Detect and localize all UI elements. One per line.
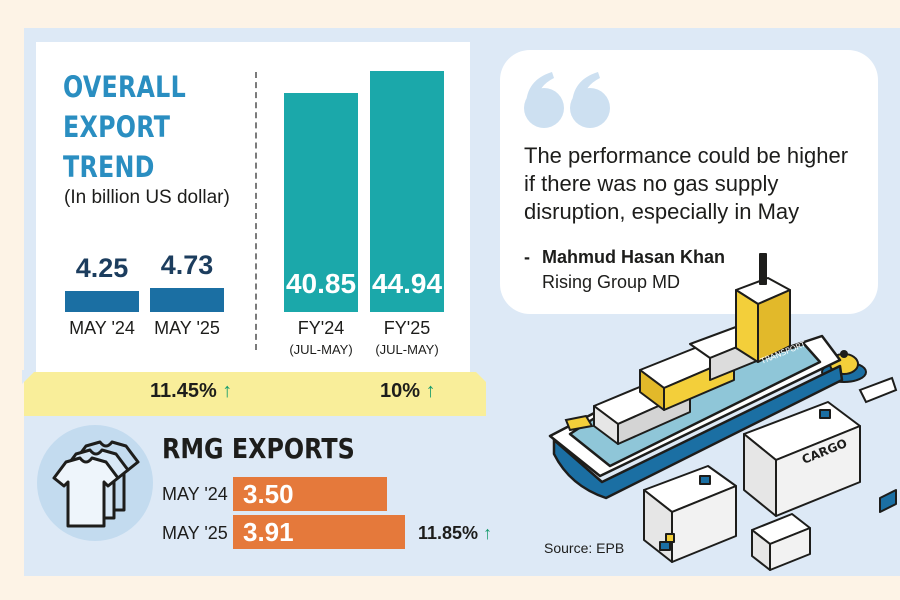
rmg-label-may-25: MAY '25 [162, 523, 228, 543]
rmg-label-may-24: MAY '24 [162, 484, 228, 504]
rmg-growth: 11.85% ↑ [418, 523, 492, 544]
value-fy-25: 44.94 [371, 268, 443, 299]
title-line-2: EXPORT [63, 110, 171, 144]
rmg-title: RMG EXPORTS [162, 432, 355, 465]
rmg-value-may-24: 3.50 [243, 479, 294, 509]
bar-may-24 [65, 290, 139, 312]
arrow-up-icon: ↑ [222, 380, 233, 402]
rmg-bar-may-24 [233, 477, 387, 511]
sublabel-fy-25: (JUL-MAY) [375, 342, 439, 357]
quote-dash: - [524, 247, 530, 267]
category-fy-25: FY'25 [383, 318, 431, 338]
bar-fy-24 [284, 93, 358, 312]
unit-label: (In billion US dollar) [64, 187, 230, 208]
rmg-bar-may-25 [233, 515, 406, 549]
strip-notch-left [22, 370, 36, 384]
quote-role: Rising Group MD [542, 272, 681, 292]
category-may-24: MAY '24 [69, 318, 135, 338]
monthly-growth: 11.45% ↑ [150, 380, 232, 403]
source-note: Source: EPB [544, 540, 625, 556]
fiscal-growth-value: 10% [380, 380, 421, 402]
quote-text: The performance could be higher if there… [524, 143, 849, 224]
growth-strip [24, 372, 486, 416]
strip-notch-right [474, 370, 488, 384]
category-may-25: MAY '25 [154, 318, 220, 338]
fiscal-growth: 10% ↑ [380, 380, 436, 403]
value-may-25: 4.73 [160, 250, 214, 281]
sublabel-fy-24: (JUL-MAY) [289, 342, 353, 357]
chart-divider [255, 72, 257, 350]
monthly-growth-value: 11.45% [150, 380, 217, 402]
quote-card [500, 50, 878, 314]
category-fy-24: FY'24 [297, 318, 345, 338]
quote-mark-icon [524, 72, 610, 128]
rmg-growth-value: 11.85% [418, 523, 479, 543]
bar-fy-25 [370, 71, 444, 312]
arrow-up-icon: ↑ [425, 380, 436, 402]
tshirt-icon [52, 440, 140, 528]
value-fy-24: 40.85 [285, 268, 357, 299]
value-may-24: 4.25 [75, 252, 129, 283]
arrow-up-icon: ↑ [483, 523, 493, 543]
quote-author: Mahmud Hasan Khan [542, 247, 726, 267]
title-line-1: OVERALL [63, 70, 186, 104]
title-line-3: TREND [63, 150, 155, 184]
rmg-value-may-25: 3.91 [243, 517, 294, 547]
bar-may-25 [150, 288, 224, 312]
cargo-ship-illustration: TRANSPORT CARGO [548, 253, 898, 571]
